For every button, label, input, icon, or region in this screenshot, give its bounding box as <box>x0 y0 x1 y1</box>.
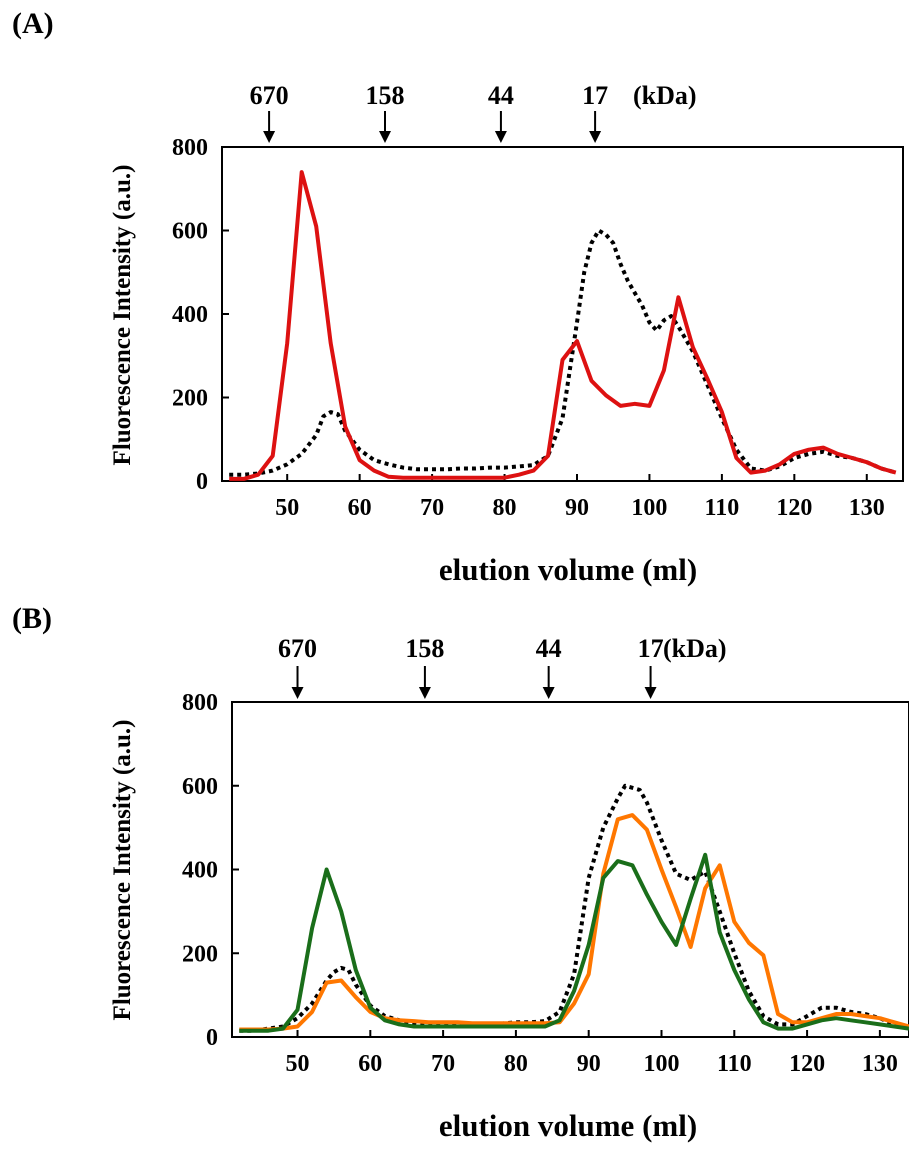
y-tick-label: 0 <box>206 1025 218 1051</box>
series-group <box>229 170 897 481</box>
mw-marker-label: 670 <box>278 634 317 663</box>
mw-marker-label: 17 <box>582 81 608 110</box>
x-tick-label: 100 <box>631 495 667 521</box>
x-tick-label: 60 <box>358 1051 382 1077</box>
mw-marker-arrowhead <box>494 131 507 143</box>
marker-unit: (kDa) <box>663 634 727 663</box>
mw-marker-label: 17 <box>638 634 664 663</box>
x-tick-label: 60 <box>348 495 372 521</box>
mw-marker-label: 44 <box>536 634 562 663</box>
x-axis-title: elution volume (ml) <box>439 1108 697 1143</box>
tick-group: 0 200 400 600 800 50 60 70 80 90 100 110 120 130 <box>172 135 885 521</box>
y-tick-label: 0 <box>196 469 208 495</box>
mw-marker-arrowhead <box>589 131 602 143</box>
y-axis-title: Fluorescence Intensity (a.u.) <box>109 720 136 1021</box>
tick-group: 0 200 400 600 800 50 60 70 80 90 100 110 120 130 <box>182 690 898 1077</box>
mw-marker-arrowhead <box>263 131 276 143</box>
x-tick-label: 50 <box>286 1051 310 1077</box>
x-tick-label: 110 <box>717 1051 752 1077</box>
x-axis-title: elution volume (ml) <box>439 552 697 587</box>
marker-group: 670 158 44 17 <box>278 634 664 699</box>
panel-label: (A) <box>12 7 54 40</box>
y-tick-label: 600 <box>172 219 208 245</box>
x-tick-label: 80 <box>493 495 517 521</box>
y-tick-label: 400 <box>172 302 208 328</box>
x-tick-label: 130 <box>849 495 885 521</box>
y-tick-label: 200 <box>172 386 208 412</box>
x-tick-label: 110 <box>705 495 740 521</box>
x-tick-label: 90 <box>565 495 589 521</box>
panel-label: (B) <box>12 602 52 635</box>
series-line-3 <box>239 852 909 1033</box>
plot-frame <box>221 146 904 482</box>
mw-marker-arrowhead <box>418 687 431 699</box>
marker-unit: (kDa) <box>633 81 697 110</box>
mw-marker-label: 44 <box>488 81 514 110</box>
x-tick-label: 70 <box>420 495 444 521</box>
x-tick-label: 80 <box>504 1051 528 1077</box>
y-axis-title: Fluorescence Intensity (a.u.) <box>109 165 136 466</box>
x-tick-label: 100 <box>643 1051 679 1077</box>
mw-marker-arrowhead <box>291 687 304 699</box>
x-tick-label: 90 <box>577 1051 601 1077</box>
x-tick-label: 120 <box>789 1051 825 1077</box>
x-tick-label: 50 <box>275 495 299 521</box>
y-tick-label: 400 <box>182 858 218 884</box>
x-tick-label: 70 <box>431 1051 455 1077</box>
mw-marker-arrowhead <box>644 687 657 699</box>
mw-marker-arrowhead <box>379 131 392 143</box>
panel-b: (B) 670 158 44 17 (kDa) 0 200 400 600 800 50 60 70… <box>12 602 909 1143</box>
panel-a: (A) 670 158 44 17 (kDa) 0 200 400 600 800 50 60 70… <box>12 7 904 587</box>
series-line-1 <box>229 228 897 477</box>
series-group <box>239 783 909 1033</box>
y-tick-label: 600 <box>182 774 218 800</box>
series-line-1 <box>239 783 909 1033</box>
x-tick-label: 130 <box>862 1051 898 1077</box>
mw-marker-arrowhead <box>542 687 555 699</box>
series-line-2 <box>229 170 897 481</box>
mw-marker-label: 158 <box>366 81 405 110</box>
mw-marker-label: 670 <box>250 81 289 110</box>
y-tick-label: 800 <box>182 690 218 716</box>
marker-group: 670 158 44 17 <box>250 81 608 143</box>
series-line-2 <box>239 813 909 1032</box>
mw-marker-label: 158 <box>405 634 444 663</box>
y-tick-label: 800 <box>172 135 208 161</box>
x-tick-label: 120 <box>776 495 812 521</box>
y-tick-label: 200 <box>182 941 218 967</box>
